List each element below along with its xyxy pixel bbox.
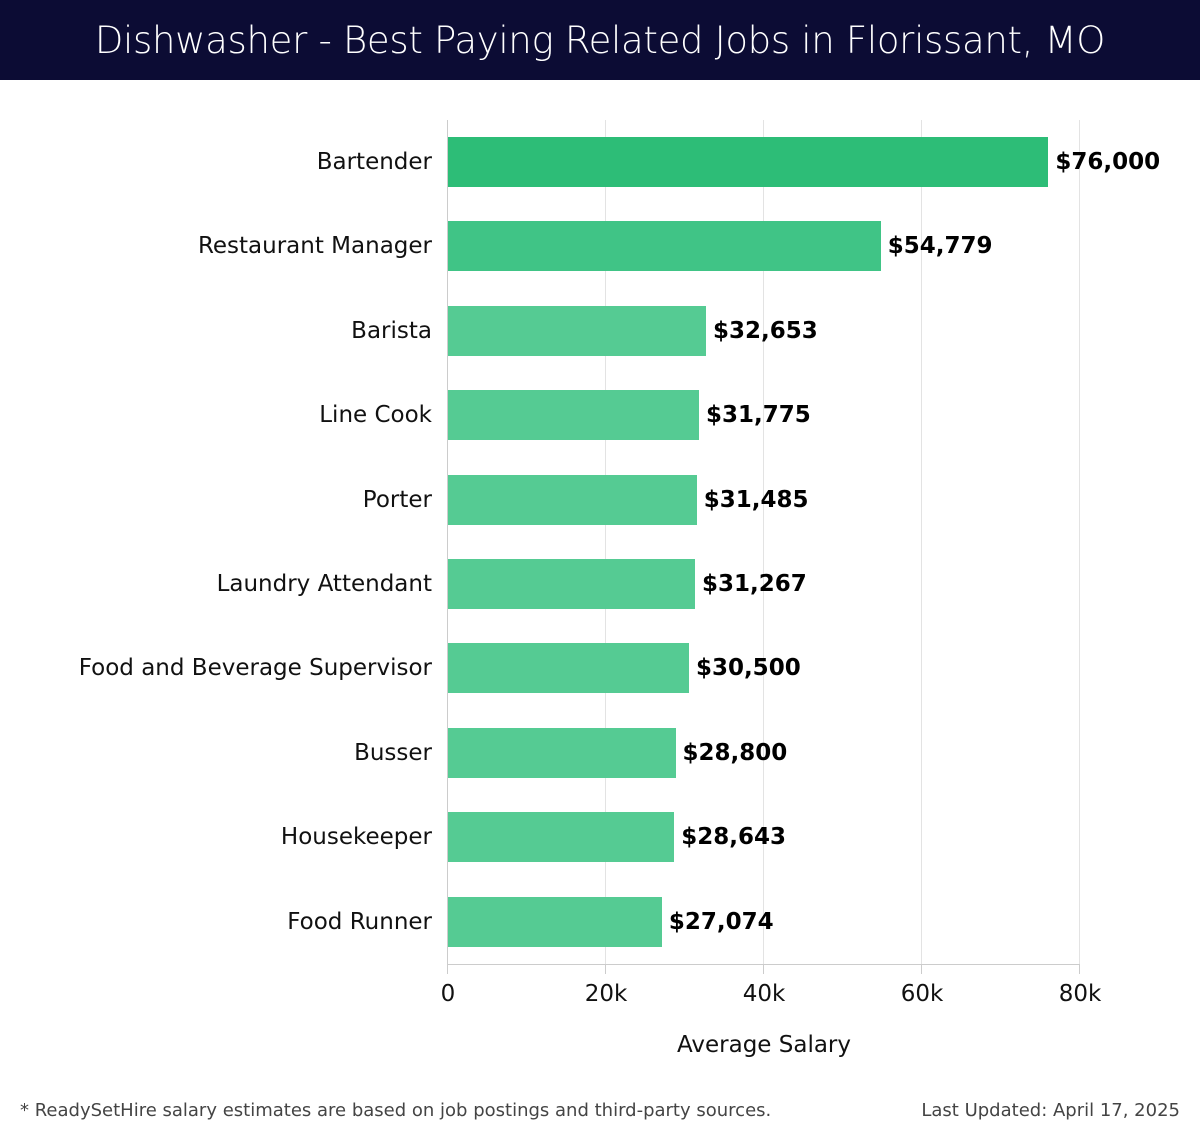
category-label: Line Cook <box>319 402 432 428</box>
bar-value-label: $31,485 <box>703 487 809 513</box>
category-label: Restaurant Manager <box>197 233 432 259</box>
bar-value-label: $27,074 <box>668 909 774 935</box>
bar <box>448 390 700 440</box>
y-axis-line <box>447 120 448 965</box>
x-tick <box>447 964 448 974</box>
bar-value-label: $32,653 <box>712 318 818 344</box>
x-tick <box>1079 964 1080 974</box>
gridline <box>921 120 922 965</box>
category-label: Food and Beverage Supervisor <box>78 655 432 681</box>
bar <box>448 897 662 947</box>
category-label: Bartender <box>316 149 432 175</box>
bar <box>448 221 881 271</box>
last-updated: Last Updated: April 17, 2025 <box>921 1100 1180 1121</box>
x-tick <box>921 964 922 974</box>
bar-value-label: $28,800 <box>682 740 788 766</box>
footnote: * ReadySetHire salary estimates are base… <box>20 1100 772 1121</box>
gridline <box>763 120 764 965</box>
x-tick <box>763 964 764 974</box>
bar <box>448 137 1049 187</box>
category-label: Housekeeper <box>280 824 432 850</box>
bar-value-label: $30,500 <box>695 655 801 681</box>
bar <box>448 475 697 525</box>
bar-value-label: $54,779 <box>887 233 993 259</box>
bar-value-label: $28,643 <box>681 824 787 850</box>
bar <box>448 643 689 693</box>
category-label: Porter <box>362 487 432 513</box>
chart-title: Dishwasher - Best Paying Related Jobs in… <box>94 18 1106 62</box>
gridline <box>605 120 606 965</box>
bar-value-label: $76,000 <box>1055 149 1161 175</box>
x-tick-label: 0 <box>440 981 456 1007</box>
category-label: Laundry Attendant <box>216 571 432 597</box>
x-tick <box>605 964 606 974</box>
x-tick-label: 40k <box>742 981 786 1007</box>
category-label: Busser <box>354 740 432 766</box>
bar <box>448 559 695 609</box>
x-tick-label: 20k <box>584 981 628 1007</box>
bar <box>448 812 675 862</box>
bar <box>448 306 706 356</box>
bar <box>448 728 676 778</box>
x-tick-label: 80k <box>1058 981 1102 1007</box>
gridline <box>1079 120 1080 965</box>
category-label: Food Runner <box>287 909 432 935</box>
chart-title-banner: Dishwasher - Best Paying Related Jobs in… <box>0 0 1200 80</box>
bar-value-label: $31,775 <box>706 402 811 428</box>
category-label: Barista <box>351 318 432 344</box>
x-axis-label: Average Salary <box>676 1032 852 1058</box>
bar-value-label: $31,267 <box>702 571 807 597</box>
x-tick-label: 60k <box>900 981 944 1007</box>
